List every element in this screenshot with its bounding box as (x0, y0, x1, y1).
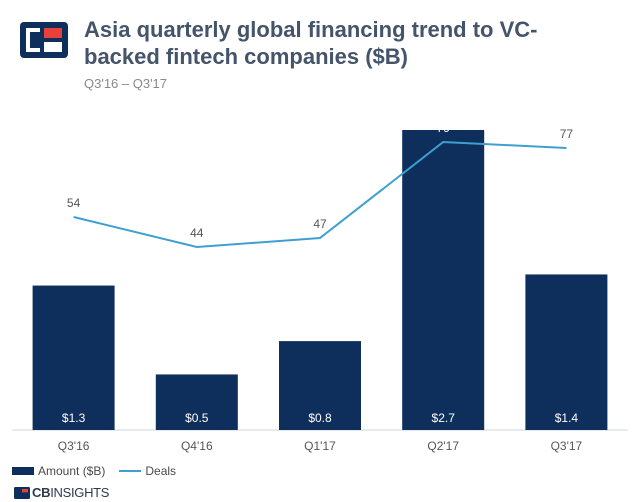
bar (402, 130, 485, 430)
bar (155, 374, 238, 430)
legend-deals-label: Deals (145, 464, 177, 478)
legend-amount-label: Amount ($B) (38, 464, 106, 478)
footer-brand-rest: INSIGHTS (50, 485, 110, 500)
legend: Amount ($B) Deals (12, 464, 190, 478)
deals-point-label: 44 (190, 226, 204, 240)
legend-amount: Amount ($B) (12, 464, 105, 478)
x-tick-label: Q4'16 (181, 439, 213, 453)
bar-value-label: $2.7 (432, 411, 456, 425)
cb-insights-logo (20, 22, 68, 58)
deals-line (73, 140, 567, 249)
x-tick-label: Q3'16 (58, 439, 90, 453)
x-tick-label: Q1'17 (304, 439, 336, 453)
bar-value-label: $1.3 (62, 411, 86, 425)
footer-brand: CB INSIGHTS (14, 485, 109, 500)
deals-point-label: 79 (437, 121, 451, 135)
deals-point-label: 77 (560, 127, 574, 141)
x-tick-label: Q3'17 (551, 439, 583, 453)
bar-value-label: $0.8 (308, 411, 332, 425)
legend-bar-swatch (12, 467, 34, 475)
bar (32, 285, 115, 430)
bar (525, 274, 608, 430)
deals-point-label: 47 (313, 217, 327, 231)
bar-value-label: $1.4 (555, 411, 579, 425)
cb-insights-small-logo (14, 486, 30, 499)
bar (279, 341, 361, 430)
x-tick-label: Q2'17 (427, 439, 459, 453)
chart-title: Asia quarterly global financing trend to… (84, 17, 538, 69)
deals-point-label: 54 (67, 196, 81, 210)
legend-line-swatch (119, 470, 142, 472)
legend-deals: Deals (119, 464, 176, 478)
chart-subtitle: Q3'16 – Q3'17 (84, 76, 168, 91)
footer-brand-bold: CB (32, 485, 51, 500)
bar-value-label: $0.5 (185, 411, 209, 425)
